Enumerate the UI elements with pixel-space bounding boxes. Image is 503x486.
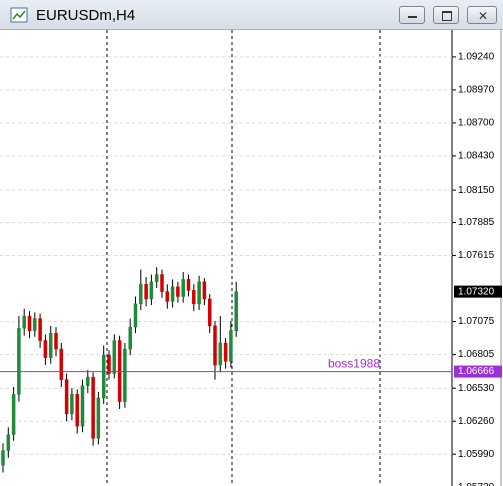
candle-body (149, 281, 154, 300)
candle-body (192, 290, 196, 305)
candle-body (91, 376, 95, 439)
candle-body (43, 340, 48, 358)
candle-body (165, 291, 170, 302)
price-tag (454, 365, 502, 378)
candle-body (128, 326, 132, 350)
candle-body (202, 281, 207, 300)
candle-body (33, 318, 37, 331)
y-tick-label: 1.06530 (458, 383, 495, 394)
line-label: boss1988 (328, 357, 380, 371)
candle-body (229, 330, 233, 362)
candle-body (6, 434, 11, 451)
candle-body (1, 450, 5, 466)
candle-body (17, 328, 21, 395)
candle-body (181, 279, 185, 297)
y-tick-label: 1.08430 (458, 151, 495, 162)
candle-body (139, 284, 143, 305)
close-button[interactable]: ✕ (467, 6, 497, 24)
y-tick-label: 1.08150 (458, 185, 495, 196)
candle-body (86, 376, 90, 387)
y-tick-label: 1.09240 (458, 52, 495, 63)
candle-body (75, 394, 79, 427)
candle-body (197, 281, 201, 305)
price-axis (452, 30, 503, 486)
candle-body (207, 298, 212, 327)
y-tick-label: 1.07615 (458, 250, 495, 261)
window-icon (10, 7, 28, 23)
candle-body (70, 394, 74, 415)
candle-body (123, 348, 127, 402)
price-tag-label: 1.06666 (458, 366, 495, 377)
y-tick-label: 1.08700 (458, 118, 495, 129)
candle-body (54, 332, 58, 350)
candle-body (101, 354, 106, 399)
y-tick-label: 1.07075 (458, 316, 495, 327)
candle-body (234, 291, 238, 331)
candle-body (11, 394, 16, 435)
candle-body (64, 379, 69, 415)
candle-body (22, 315, 26, 329)
candle-body (112, 340, 117, 374)
candle-body (144, 284, 148, 300)
minimize-button[interactable] (399, 6, 425, 24)
window-title: EURUSDm,H4 (36, 7, 136, 24)
y-tick-label: 1.06805 (458, 349, 495, 360)
candle-body (170, 286, 175, 302)
candle-body (38, 318, 42, 341)
bid-tag-label: 1.07320 (458, 286, 495, 297)
candle-body (186, 279, 191, 291)
title-bar: EURUSDm,H4 ✕ (0, 0, 503, 30)
y-tick-label: 1.05990 (458, 449, 495, 460)
candle-body (27, 315, 32, 331)
bid-tag (454, 285, 502, 298)
maximize-button[interactable] (433, 6, 459, 24)
candle-body (80, 385, 85, 427)
candle-body (223, 342, 228, 362)
candle-body (154, 274, 159, 283)
candle-body (160, 274, 164, 292)
y-tick-label: 1.08970 (458, 85, 495, 96)
candle-body (107, 354, 111, 374)
candle-body (213, 325, 217, 366)
candle-body (176, 286, 180, 297)
candle-body (133, 303, 138, 328)
candle-body (59, 348, 64, 380)
candle-body (218, 342, 223, 366)
y-tick-label: 1.05720 (458, 482, 495, 486)
y-tick-label: 1.07885 (458, 217, 495, 228)
candle-body (48, 332, 53, 358)
y-tick-label: 1.06260 (458, 416, 495, 427)
candle-body (96, 397, 101, 439)
